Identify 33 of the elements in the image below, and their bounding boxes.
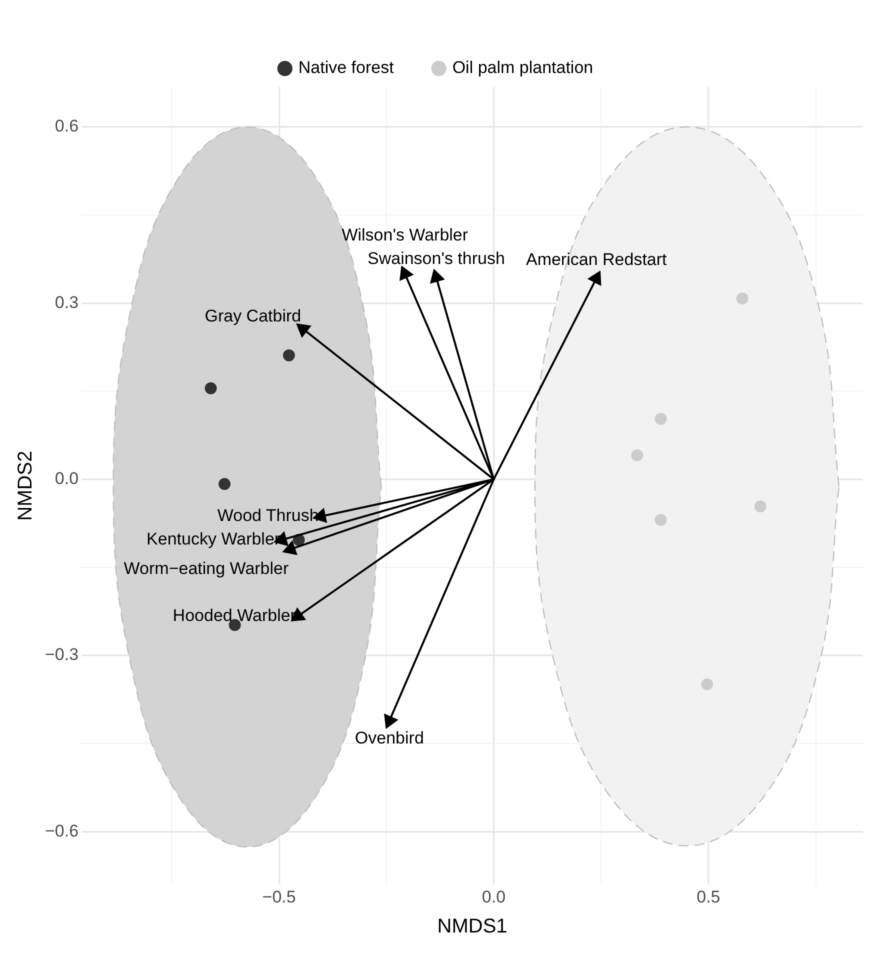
point (654, 412, 667, 425)
annotation: Wilson's Warbler (342, 225, 468, 244)
y-tick-label: 0.3 (54, 292, 79, 312)
point (736, 292, 748, 304)
x-tick-label: 0.0 (482, 887, 506, 906)
point (296, 324, 311, 337)
point (631, 449, 644, 462)
annotation: Ovenbird (354, 728, 424, 748)
y-tick-label: −0.6 (45, 821, 79, 840)
legend-label: Native forest (298, 58, 394, 78)
point (384, 714, 398, 728)
y-axis-title: NMDS2 (14, 450, 37, 521)
point (400, 266, 413, 280)
x-axis-title: NMDS1 (437, 916, 508, 938)
annotation: Swainson's thrush (368, 248, 505, 268)
point (754, 500, 766, 512)
y-tick-label: 0.6 (54, 116, 79, 136)
point (654, 514, 667, 526)
x-tick-label: 0.5 (696, 887, 720, 906)
y-tick-label: 0.0 (54, 469, 79, 488)
legend-label: Oil palm plantation (452, 58, 594, 78)
y-tick-label: −0.3 (45, 645, 79, 664)
annotation: Wood Thrush (217, 506, 319, 526)
point (282, 349, 295, 362)
annotation: American Redstart (526, 250, 668, 270)
point (218, 478, 231, 490)
x-tick-label: −0.5 (262, 887, 296, 906)
annotation: Gray Catbird (204, 306, 302, 326)
point (204, 382, 217, 394)
point (283, 541, 297, 555)
point (701, 678, 714, 690)
annotation: Worm−eating Warbler (124, 558, 289, 578)
point (430, 270, 444, 284)
